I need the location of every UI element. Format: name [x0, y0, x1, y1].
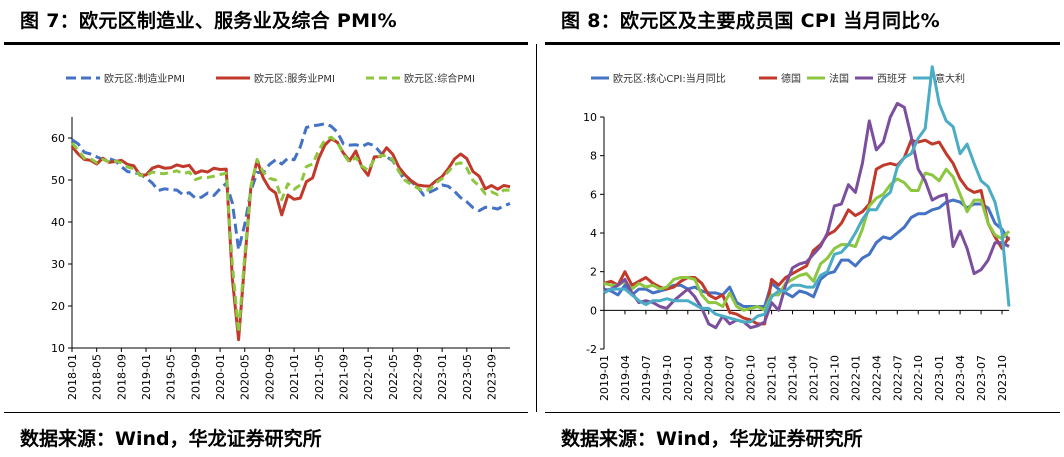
right-chart: -2 0 2 4 6 8 10 2019-01 2019-04 2019-07 2019-10 202…	[583, 65, 1011, 401]
right-bottom-rule	[545, 412, 1060, 413]
left-legend-label-1: 欧元区:服务业PMI	[254, 72, 335, 85]
right-series-line-4	[603, 65, 1011, 324]
left-y-tick-label: 60	[51, 132, 65, 145]
right-x-tick-label: 2021-01	[766, 355, 779, 401]
right-x-tick-label: 2023-01	[933, 355, 946, 401]
left-x-tick-label: 2019-01	[140, 354, 153, 400]
left-x-tick-label: 2019-05	[165, 354, 178, 400]
left-x-tick-label: 2023-09	[485, 354, 498, 400]
right-x-tick-label: 2023-10	[996, 355, 1009, 401]
right-x-tick-label: 2020-10	[745, 355, 758, 401]
right-legend-label-4: 意大利	[935, 72, 965, 85]
left-legend-label-2: 欧元区:综合PMI	[404, 72, 475, 85]
right-y-tick-label: 2	[590, 266, 597, 279]
left-x-tick-label: 2021-05	[313, 354, 326, 400]
left-series-line-0	[71, 122, 511, 252]
right-x-tick-label: 2022-10	[912, 355, 925, 401]
right-x-tick-label: 2019-01	[598, 355, 611, 401]
right-y-tick-label: 0	[590, 304, 597, 317]
right-source-note: 数据来源：Wind，华龙证券研究所	[561, 428, 863, 450]
right-y-tick-label: 4	[590, 227, 597, 240]
left-chart: 10 20 30 40 50 60 2018-01 2018-05 2018-09 2019-01…	[51, 72, 511, 400]
left-y-tick-label: 20	[51, 300, 65, 313]
left-y-tick-label: 30	[51, 258, 65, 271]
right-series-line-1	[603, 138, 1011, 326]
left-x-tick-label: 2018-05	[91, 354, 104, 400]
panel-divider	[536, 44, 537, 412]
right-x-tick-label: 2022-01	[849, 355, 862, 401]
right-series-line-2	[603, 167, 1011, 312]
right-series-line-3	[603, 102, 1010, 330]
left-x-tick-label: 2020-01	[214, 354, 227, 400]
right-panel: 图 8：欧元区及主要成员国 CPI 当月同比% -2 0 2 4 6 8 10 2019-01…	[541, 0, 1064, 457]
left-x-tick-label: 2023-05	[461, 354, 474, 400]
left-panel: 图 7：欧元区制造业、服务业及综合 PMI% 10 20 30 40 50 60 2018-…	[4, 10, 528, 450]
right-x-tick-label: 2022-07	[891, 355, 904, 401]
left-x-tick-label: 2018-09	[115, 354, 128, 400]
right-y-tick-label: 6	[590, 188, 597, 201]
right-y-tick-label: 8	[590, 150, 597, 163]
left-x-tick-label: 2023-01	[436, 354, 449, 400]
left-chart-title: 图 7：欧元区制造业、服务业及综合 PMI%	[20, 10, 397, 32]
right-legend-label-3: 西班牙	[877, 73, 907, 85]
right-x-tick-label: 2021-07	[807, 355, 820, 401]
left-series-line-1	[70, 137, 511, 342]
right-x-tick-label: 2019-07	[640, 355, 653, 401]
left-x-tick-label: 2021-09	[337, 354, 350, 400]
left-bottom-rule	[4, 412, 528, 413]
right-x-tick-label: 2023-07	[975, 355, 988, 401]
left-x-tick-label: 2022-05	[387, 354, 400, 400]
left-legend-label-0: 欧元区:制造业PMI	[104, 72, 185, 85]
left-x-tick-label: 2022-01	[362, 354, 375, 400]
right-chart-title: 图 8：欧元区及主要成员国 CPI 当月同比%	[561, 10, 940, 32]
left-x-tick-label: 2018-01	[66, 354, 79, 400]
right-title-rule	[545, 42, 1060, 45]
right-x-tick-label: 2021-04	[787, 355, 800, 401]
left-series-line-2	[70, 135, 510, 335]
right-x-tick-label: 2020-07	[724, 355, 737, 401]
left-y-tick-label: 50	[51, 174, 65, 187]
right-x-tick-label: 2022-04	[870, 355, 883, 401]
right-legend-label-1: 德国	[781, 72, 801, 85]
right-x-tick-label: 2019-04	[619, 355, 632, 401]
right-y-tick-label: 10	[583, 111, 597, 124]
right-x-tick-label: 2021-10	[828, 355, 841, 401]
left-x-tick-label: 2022-09	[411, 354, 424, 400]
left-x-tick-label: 2019-09	[189, 354, 202, 400]
right-x-tick-label: 2020-04	[703, 355, 716, 401]
left-y-tick-label: 40	[51, 216, 65, 229]
right-legend-label-0: 欧元区:核心CPI:当月同比	[613, 72, 726, 85]
left-source-note: 数据来源：Wind，华龙证券研究所	[20, 428, 322, 450]
left-x-tick-label: 2020-05	[239, 354, 252, 400]
right-x-tick-label: 2020-01	[682, 355, 695, 401]
right-legend-label-2: 法国	[829, 72, 849, 85]
right-y-tick-label: -2	[586, 343, 597, 356]
right-x-tick-label: 2019-10	[661, 355, 674, 401]
left-x-tick-label: 2020-09	[263, 354, 276, 400]
left-x-tick-label: 2021-01	[288, 354, 301, 400]
right-x-tick-label: 2023-04	[954, 355, 967, 401]
left-y-tick-label: 10	[51, 342, 65, 355]
left-title-rule	[4, 42, 528, 45]
